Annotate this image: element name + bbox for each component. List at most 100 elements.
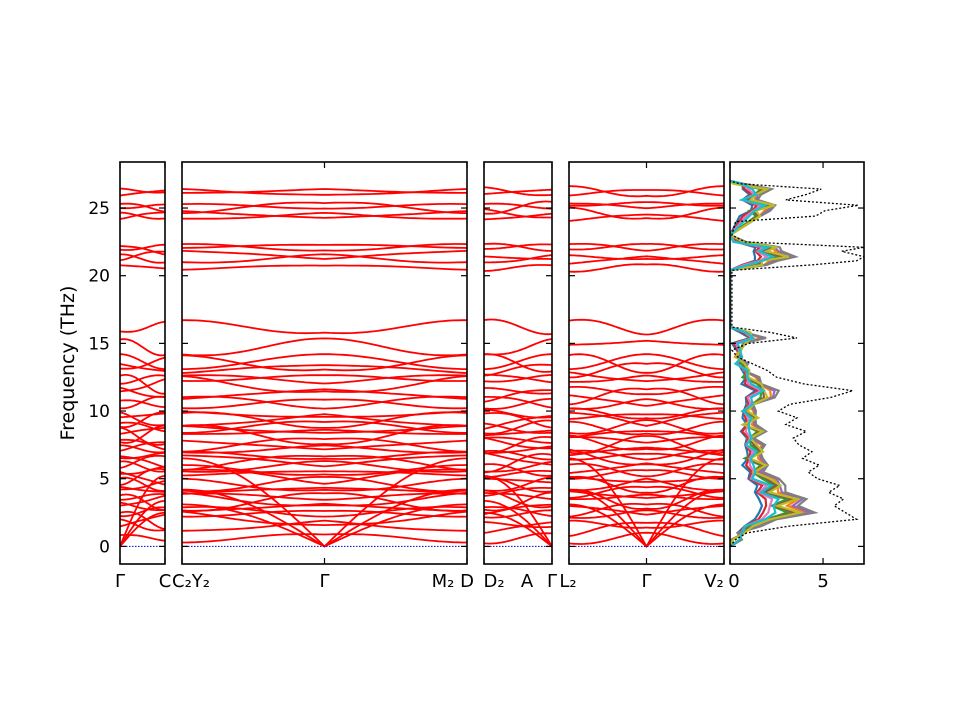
band-line [120, 189, 165, 197]
band-line [182, 188, 467, 194]
band-line [182, 337, 467, 357]
kpoint-label: L₂ [559, 571, 576, 592]
band-lines [484, 186, 552, 548]
band-line [182, 388, 467, 400]
band-panel-p4 [568, 161, 725, 565]
kpoint-label: C [159, 571, 172, 592]
band-line [484, 476, 552, 493]
band-line [182, 444, 467, 454]
band-line [484, 396, 552, 409]
band-line [484, 243, 552, 250]
band-panel-p3 [483, 161, 553, 565]
band-line [484, 429, 552, 437]
dos-x-tick-label: 0 [728, 571, 739, 592]
band-line [120, 510, 165, 530]
band-line [484, 387, 552, 395]
band-line [182, 264, 467, 271]
band-line [120, 460, 165, 473]
band-line [182, 210, 467, 219]
band-line [484, 460, 552, 473]
band-line [569, 202, 724, 210]
band-line [120, 493, 165, 501]
band-line [484, 453, 552, 474]
kpoint-label: Γ [319, 571, 329, 592]
band-line [569, 353, 724, 370]
band-line [484, 492, 552, 500]
projected-dos-curve [730, 179, 781, 548]
band-line [182, 510, 467, 527]
band-line [182, 475, 467, 493]
band-line [182, 450, 467, 460]
band-line [182, 455, 467, 472]
band-line [569, 462, 724, 474]
band-line [569, 430, 724, 439]
band-line [569, 394, 724, 407]
band-line [569, 463, 724, 478]
band-line [120, 506, 165, 518]
total-dos-curve [730, 180, 864, 547]
band-line [484, 353, 552, 373]
band-panel-p2 [181, 161, 468, 565]
band-line [182, 211, 467, 220]
band-line [484, 212, 552, 221]
band-line [182, 470, 467, 477]
band-line [120, 476, 165, 492]
band-line [120, 356, 165, 370]
band-line [120, 245, 165, 256]
band-line [182, 398, 467, 410]
band-line [182, 491, 467, 507]
band-line [569, 503, 724, 518]
band-line [484, 491, 552, 512]
band-line [182, 395, 467, 410]
band-line [484, 254, 552, 264]
band-line [120, 441, 165, 452]
kpoint-label: Γ [115, 571, 125, 592]
y-tick-label: 5 [99, 470, 110, 490]
band-line [182, 454, 467, 468]
band-line [120, 411, 165, 429]
y-axis-label: Frequency (THz) [57, 286, 79, 441]
band-line [120, 513, 165, 528]
band-line [484, 363, 552, 377]
panel-frame [119, 161, 166, 565]
band-line [484, 415, 552, 430]
band-line [120, 264, 165, 270]
y-tick-label: 0 [99, 537, 110, 557]
band-line [120, 211, 165, 220]
band-line [120, 486, 165, 493]
band-line [484, 318, 552, 336]
band-line [484, 373, 552, 384]
band-panel-p1 [119, 161, 166, 565]
band-line [484, 188, 552, 195]
band-line [569, 407, 724, 420]
band-line [569, 477, 724, 492]
band-line [569, 206, 724, 220]
band-line [569, 419, 724, 435]
band-line [182, 253, 467, 264]
projected-dos-curve [730, 179, 764, 548]
kpoint-label: C₂Y₂ [172, 571, 210, 592]
band-line [569, 469, 724, 480]
band-lines [569, 185, 724, 549]
band-line [569, 519, 724, 529]
band-line [182, 509, 467, 518]
band-line [484, 521, 552, 528]
band-line [569, 371, 724, 383]
band-line [182, 420, 467, 434]
band-line [182, 492, 467, 512]
band-line [182, 319, 467, 335]
band-line [120, 424, 165, 444]
band-line [569, 446, 724, 457]
band-line [120, 444, 165, 454]
y-tick-label: 15 [88, 334, 110, 354]
band-line [182, 533, 467, 544]
band-line [484, 435, 552, 454]
band-line [484, 202, 552, 210]
band-line [484, 374, 552, 383]
band-line [569, 436, 724, 444]
band-line [484, 503, 552, 515]
band-line [120, 438, 165, 451]
band-line [569, 353, 724, 374]
band-line [120, 511, 165, 547]
